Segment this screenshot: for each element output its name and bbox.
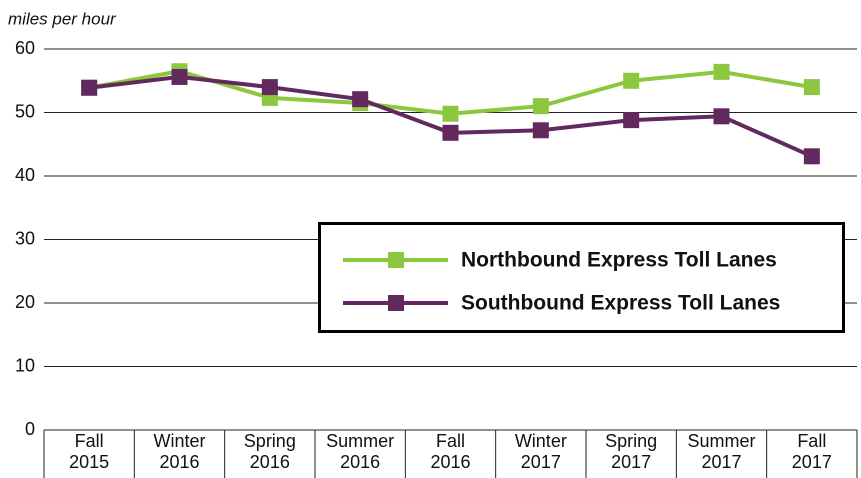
y-tick-label: 10 [15,355,35,375]
marker [442,105,459,122]
marker [352,91,369,108]
legend-box [318,222,845,333]
x-tick-label: Winter 2017 [514,431,567,472]
marker [532,98,549,115]
marker [623,72,640,89]
x-tick-label: Spring 2016 [243,431,296,472]
x-tick-label: Summer 2016 [326,431,395,472]
y-tick-label: 0 [25,419,35,439]
marker [623,112,640,129]
marker [261,79,278,96]
marker [442,124,459,141]
marker [713,63,730,80]
marker [713,108,730,125]
legend-marker [388,295,404,311]
marker [803,148,820,165]
legend-label: Southbound Express Toll Lanes [461,292,780,315]
y-axis-label: miles per hour [8,9,117,28]
x-tick-label: Spring 2017 [605,431,658,472]
y-tick-label: 60 [15,38,35,58]
legend-marker [388,252,404,268]
x-tick-label: Fall 2015 [69,431,110,472]
x-tick-label: Fall 2016 [430,431,471,472]
marker [803,79,820,96]
y-tick-label: 30 [15,228,35,248]
y-tick-label: 40 [15,165,35,185]
x-tick-label: Winter 2016 [153,431,206,472]
marker [171,68,188,85]
y-tick-label: 50 [15,101,35,121]
y-tick-label: 20 [15,292,35,312]
x-tick-label: Summer 2017 [687,431,756,472]
marker [532,122,549,139]
legend-label: Northbound Express Toll Lanes [461,249,777,272]
x-tick-label: Fall 2017 [791,431,832,472]
marker [81,79,98,96]
